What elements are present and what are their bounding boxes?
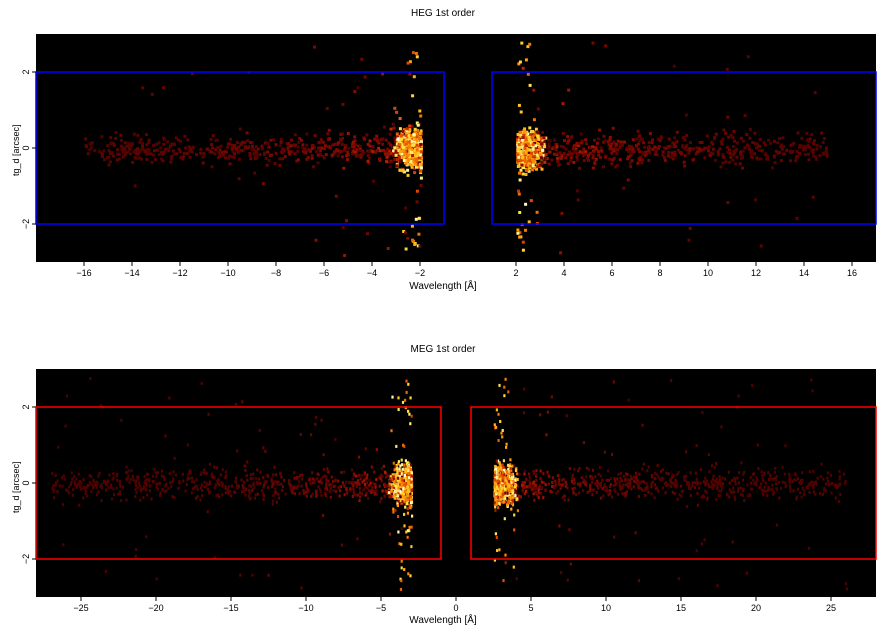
y-tick-label: 2 (21, 404, 31, 409)
x-tick-label: 10 (601, 603, 611, 613)
heg-plot: −16 −14 −12 −10 −8 −6 −4 −2 2 4 6 8 10 12 14 16 −2 0 2 (21, 34, 877, 278)
x-tick-label: −2 (415, 268, 425, 278)
x-tick-label: −16 (76, 268, 91, 278)
x-tick-label: −10 (220, 268, 235, 278)
event-pixels (84, 41, 829, 257)
x-tick-label: −15 (223, 603, 238, 613)
x-tick-label: 20 (751, 603, 761, 613)
y-tick-label: 2 (21, 69, 31, 74)
x-tick-label: −25 (73, 603, 88, 613)
x-tick-label: 12 (751, 268, 761, 278)
x-tick-label: −20 (148, 603, 163, 613)
x-tick-label: −5 (376, 603, 386, 613)
extraction-region-plus (470, 406, 877, 560)
y-tick-label: −2 (21, 554, 31, 564)
meg-ylabel: tg_d [arcsec] (11, 461, 21, 513)
meg-title: MEG 1st order (410, 344, 476, 355)
y-tick-label: −2 (21, 219, 31, 229)
x-tick-label: 25 (826, 603, 836, 613)
meg-panel: MEG 1st order −25 −20 −15 −10 −5 0 5 10 15 20 25 −2… (0, 318, 886, 636)
meg-xlabel: Wavelength [Å] (409, 615, 477, 626)
x-tick-label: −12 (172, 268, 187, 278)
extraction-region-plus (491, 71, 877, 225)
x-tick-label: −10 (298, 603, 313, 613)
x-tick-label: 2 (513, 268, 518, 278)
x-tick-label: −14 (124, 268, 139, 278)
x-tick-label: 10 (703, 268, 713, 278)
x-tick-label: 14 (799, 268, 809, 278)
y-tick-label: 0 (21, 145, 31, 150)
x-tick-label: 4 (561, 268, 566, 278)
heg-title: HEG 1st order (411, 8, 475, 19)
x-tick-label: 5 (528, 603, 533, 613)
x-tick-label: 0 (453, 603, 458, 613)
heg-xlabel: Wavelength [Å] (409, 281, 477, 292)
y-tick-label: 0 (21, 480, 31, 485)
heg-panel: HEG 1st order −16 −14 −12 −10 −8 −6 −4 −2 2 4 6 8 10… (11, 8, 877, 292)
x-tick-label: −4 (367, 268, 377, 278)
x-tick-label: 15 (676, 603, 686, 613)
x-tick-label: 6 (609, 268, 614, 278)
x-tick-label: 8 (657, 268, 662, 278)
x-tick-label: −8 (271, 268, 281, 278)
x-tick-label: −6 (319, 268, 329, 278)
meg-plot: −25 −20 −15 −10 −5 0 5 10 15 20 25−202 (21, 369, 877, 613)
heg-ylabel: tg_d [arcsec] (11, 124, 21, 176)
x-tick-label: 16 (847, 268, 857, 278)
event-pixels (51, 377, 849, 591)
